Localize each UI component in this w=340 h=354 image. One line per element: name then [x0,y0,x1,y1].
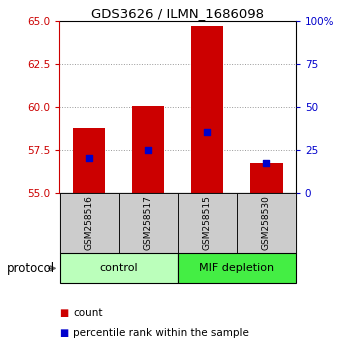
FancyBboxPatch shape [177,193,237,253]
Text: control: control [99,263,138,273]
Text: GSM258516: GSM258516 [85,195,94,251]
Point [146,148,151,153]
Bar [250,163,283,193]
Bar [191,25,223,193]
Text: GSM258515: GSM258515 [203,195,212,251]
FancyBboxPatch shape [59,253,177,283]
Text: protocol: protocol [7,262,55,275]
Bar [132,106,164,193]
FancyBboxPatch shape [119,193,177,253]
Text: ■: ■ [59,308,69,318]
Text: GSM258530: GSM258530 [262,195,271,251]
Text: ■: ■ [59,328,69,338]
Text: GSM258517: GSM258517 [143,195,153,251]
FancyBboxPatch shape [59,193,119,253]
Point [204,129,210,135]
Bar [73,128,105,193]
Text: MIF depletion: MIF depletion [199,263,274,273]
Text: count: count [73,308,103,318]
Title: GDS3626 / ILMN_1686098: GDS3626 / ILMN_1686098 [91,7,264,20]
Text: percentile rank within the sample: percentile rank within the sample [73,328,249,338]
Point [86,155,92,161]
FancyBboxPatch shape [177,253,296,283]
FancyBboxPatch shape [237,193,296,253]
Point [264,161,269,166]
